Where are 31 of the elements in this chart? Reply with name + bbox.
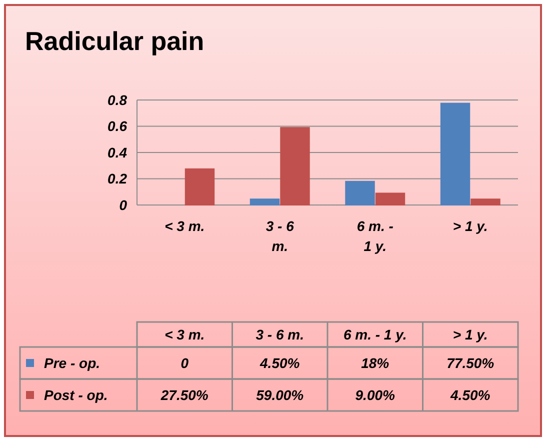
category-label: > 1 y. xyxy=(452,326,488,342)
x-tick-label: > 1 y. xyxy=(452,218,488,234)
data-label: 0 xyxy=(180,354,189,371)
data-label: 77.50% xyxy=(446,354,495,371)
data-label: 18% xyxy=(361,354,390,371)
category-label: 3 - 6 m. xyxy=(256,326,304,342)
y-tick-label: 0.6 xyxy=(108,118,128,134)
x-tick-label: 6 m. - 1 y. xyxy=(356,218,394,254)
y-tick-label: 0.2 xyxy=(108,170,128,187)
bar xyxy=(440,102,470,206)
bar xyxy=(280,127,310,206)
data-label: 4.50% xyxy=(450,386,491,403)
data-label: 27.50% xyxy=(160,386,209,403)
data-label: 9.00% xyxy=(355,386,396,403)
data-label: 59.00% xyxy=(256,386,304,403)
bar xyxy=(184,168,215,206)
data-label: 4.50% xyxy=(259,354,300,371)
bar xyxy=(345,180,375,206)
y-tick-label: 0.4 xyxy=(108,144,128,160)
legend-label: Post - op. xyxy=(44,386,108,403)
bar xyxy=(250,198,280,206)
category-label: < 3 m. xyxy=(164,326,205,342)
y-tick-label: 0.8 xyxy=(108,92,128,108)
legend-label: Pre - op. xyxy=(44,354,100,371)
chart-title: Radicular pain xyxy=(25,26,204,56)
y-tick-label: 0 xyxy=(119,196,128,213)
bar xyxy=(375,192,406,206)
bar xyxy=(470,198,500,206)
x-tick-label: 3 - 6 m. xyxy=(266,218,294,254)
category-label: 6 m. - 1 y. xyxy=(343,326,407,342)
x-tick-label: < 3 m. xyxy=(164,218,205,234)
